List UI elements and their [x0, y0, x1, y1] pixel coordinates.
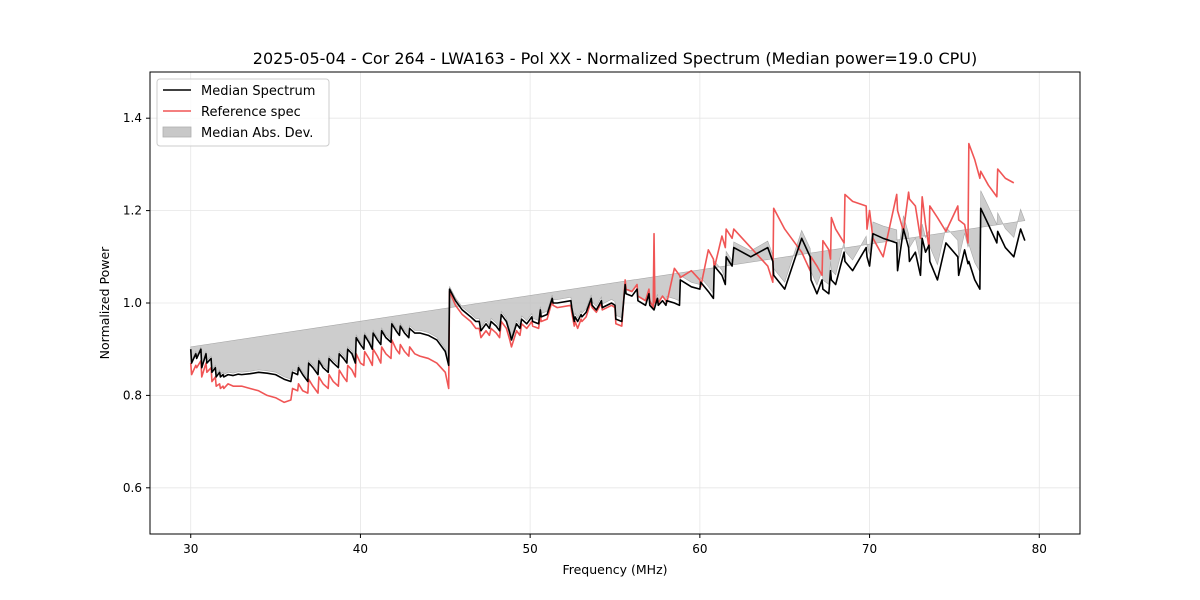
y-axis-label: Normalized Power: [97, 246, 112, 360]
chart-title: 2025-05-04 - Cor 264 - LWA163 - Pol XX -…: [253, 49, 977, 68]
plot-area: [189, 142, 1026, 404]
y-tick-label: 0.6: [123, 481, 142, 495]
x-tick-label: 40: [353, 542, 368, 556]
x-tick-label: 50: [523, 542, 538, 556]
y-tick-label: 1.4: [123, 111, 142, 125]
legend-swatch-mad: [162, 126, 192, 138]
legend-box: [156, 78, 330, 147]
legend-label-mad: Median Abs. Dev.: [201, 126, 313, 141]
y-tick-label: 1.2: [123, 204, 142, 218]
x-axis-label: Frequency (MHz): [562, 562, 667, 577]
median-spectrum-line: [189, 207, 1026, 383]
legend: Median Spectrum Reference spec Median Ab…: [156, 78, 330, 147]
reference-spectrum-line: [189, 142, 1015, 404]
y-tick-label: 1.0: [123, 296, 142, 310]
legend-label-median: Median Spectrum: [201, 84, 315, 99]
legend-label-reference: Reference spec: [201, 105, 301, 120]
x-tick-label: 60: [692, 542, 707, 556]
x-tick-label: 80: [1032, 542, 1047, 556]
x-tick-label: 30: [183, 542, 198, 556]
x-tick-label: 70: [862, 542, 877, 556]
y-axis: 0.6 0.8 1.0 1.2 1.4: [123, 111, 150, 495]
x-axis: 30 40 50 60 70 80: [183, 534, 1047, 556]
y-tick-label: 0.8: [123, 388, 142, 402]
